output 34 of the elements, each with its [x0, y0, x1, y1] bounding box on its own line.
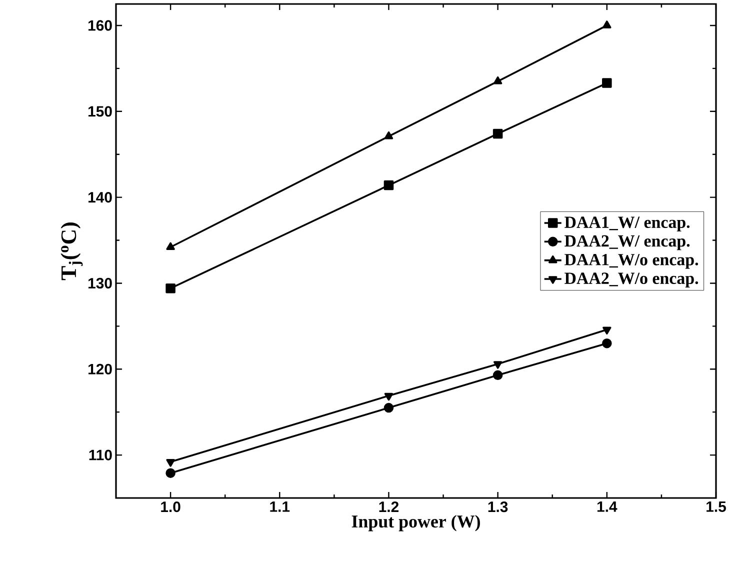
y-tick-label: 160 — [88, 20, 112, 31]
x-tick-label: 1.1 — [270, 502, 290, 512]
point — [384, 402, 394, 413]
legend-label: DAA2_W/o encap. — [564, 272, 698, 288]
point — [493, 76, 502, 84]
point — [602, 20, 612, 28]
legend-label: DAA1_W/o encap. — [564, 254, 698, 269]
x-tick-label: 1.4 — [597, 502, 618, 512]
point — [492, 128, 503, 139]
point — [384, 131, 394, 140]
x-tick-label: 1.2 — [379, 502, 399, 512]
point — [602, 78, 612, 88]
y-axis-title: T$_{j}$($^{o}$C) — [60, 222, 83, 280]
y-tick-label: 150 — [88, 106, 112, 117]
point — [602, 326, 612, 334]
point — [166, 283, 176, 294]
y-tick-label: 130 — [88, 278, 112, 289]
point — [493, 361, 502, 369]
y-tick-label: 140 — [88, 192, 112, 203]
x-tick-label: 1.5 — [706, 502, 726, 512]
point — [384, 180, 394, 190]
x-axis-title: Input power (W) — [352, 514, 480, 532]
point — [166, 468, 176, 478]
point — [384, 392, 394, 401]
y-tick-label: 120 — [88, 364, 112, 374]
x-tick-label: 1.3 — [488, 502, 508, 512]
legend-label: DAA1_W/ encap. — [564, 216, 690, 232]
point — [492, 370, 503, 380]
legend-label: DAA2_W/ encap. — [564, 235, 690, 250]
point — [602, 338, 612, 348]
x-tick-label: 1.0 — [161, 502, 180, 512]
point — [166, 459, 175, 467]
point — [166, 242, 175, 250]
y-tick-label: 110 — [89, 450, 112, 460]
